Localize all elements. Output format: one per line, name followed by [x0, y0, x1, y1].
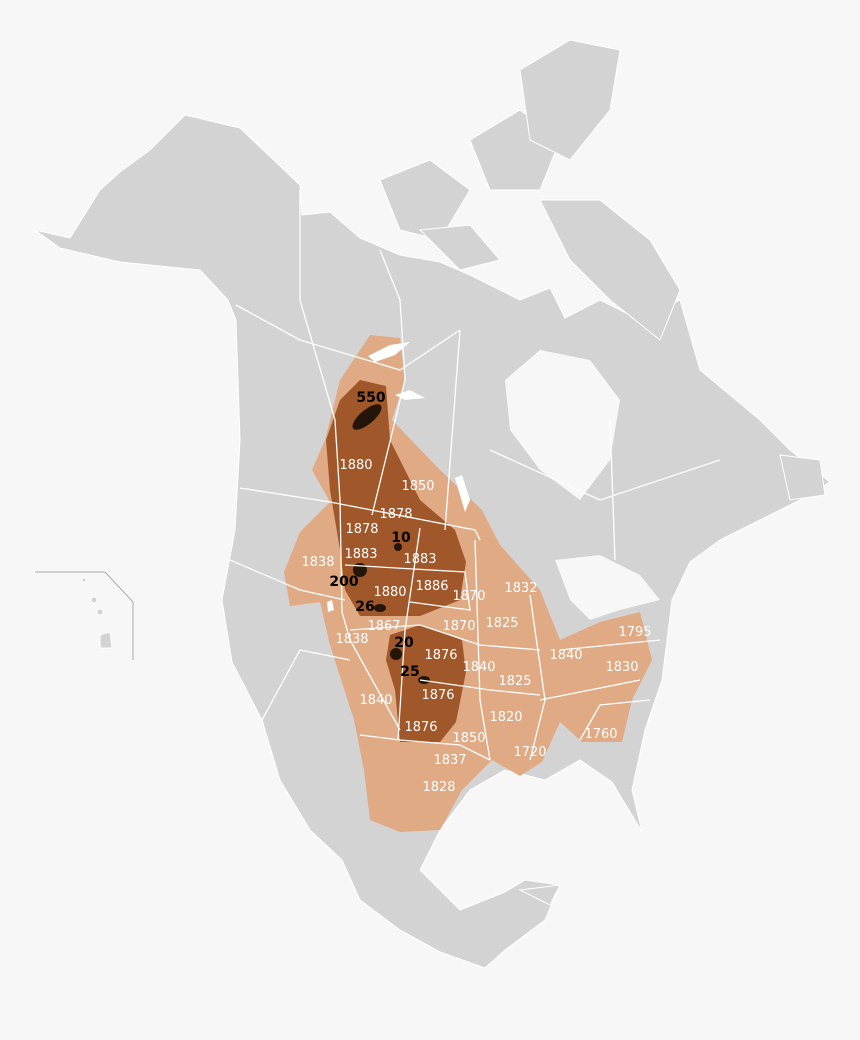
- lakes: [327, 342, 470, 612]
- cuba: [518, 884, 561, 906]
- year-label: 1883: [344, 547, 377, 562]
- year-label: 1886: [415, 579, 448, 594]
- hudson-bay: [505, 350, 620, 500]
- ellesmere-island: [519, 39, 621, 161]
- herd-20: [390, 648, 402, 660]
- inset-frame: [35, 571, 134, 660]
- herd-count-label: 550: [356, 390, 385, 406]
- year-label: 1878: [379, 507, 412, 522]
- year-label: 1883: [403, 552, 436, 567]
- arctic-island: [379, 159, 471, 241]
- arctic-island: [418, 224, 501, 271]
- year-label: 1840: [549, 648, 582, 663]
- year-label: 1720: [513, 745, 546, 760]
- year-label: 1837: [433, 753, 466, 768]
- herd-count-label: 10: [391, 530, 411, 546]
- year-label: 1840: [359, 693, 392, 708]
- year-label: 1867: [367, 619, 400, 634]
- year-label: 1876: [404, 720, 437, 735]
- year-label: 1850: [452, 731, 485, 746]
- year-label: 1838: [335, 632, 368, 647]
- baffin-island: [539, 199, 681, 341]
- herd-count-label: 200: [329, 574, 358, 590]
- extirpation-year-labels: 1880 1850 1878 1878 1883 1883 1886 1880 …: [301, 458, 651, 795]
- newfoundland: [779, 454, 826, 501]
- historic-range: [284, 335, 652, 832]
- herd-count-labels: 550 10 200 26 20 25: [329, 390, 419, 680]
- hawaii-inset: [35, 571, 134, 660]
- herd-count-label: 26: [355, 599, 374, 615]
- year-label: 1880: [373, 585, 406, 600]
- year-label: 1820: [489, 710, 522, 725]
- year-label: 1870: [452, 589, 485, 604]
- year-label: 1870: [442, 619, 475, 634]
- year-label: 1760: [584, 727, 617, 742]
- year-label: 1878: [345, 522, 378, 537]
- herd-count-label: 20: [394, 635, 414, 651]
- year-label: 1795: [618, 625, 651, 640]
- political-borders: [229, 190, 721, 761]
- great-salt-lake: [327, 600, 334, 612]
- year-label: 1832: [504, 581, 537, 596]
- great-slave-lake: [368, 342, 410, 362]
- gulf-of-mexico: [470, 785, 630, 870]
- herd-count-label: 25: [400, 664, 419, 680]
- herd-550: [352, 404, 382, 430]
- year-label: 1838: [301, 555, 334, 570]
- year-label: 1876: [421, 688, 454, 703]
- lake-winnipeg: [455, 475, 470, 512]
- year-label: 1840: [462, 660, 495, 675]
- year-label: 1825: [485, 616, 518, 631]
- year-label: 1828: [422, 780, 455, 795]
- year-label: 1850: [401, 479, 434, 494]
- year-label: 1830: [605, 660, 638, 675]
- year-label: 1880: [339, 458, 372, 473]
- herd-10: [394, 543, 402, 551]
- year-label: 1825: [498, 674, 531, 689]
- late-range-north: [326, 380, 466, 616]
- great-lakes: [555, 555, 660, 620]
- year-label: 1876: [424, 648, 457, 663]
- herd-26: [374, 604, 386, 612]
